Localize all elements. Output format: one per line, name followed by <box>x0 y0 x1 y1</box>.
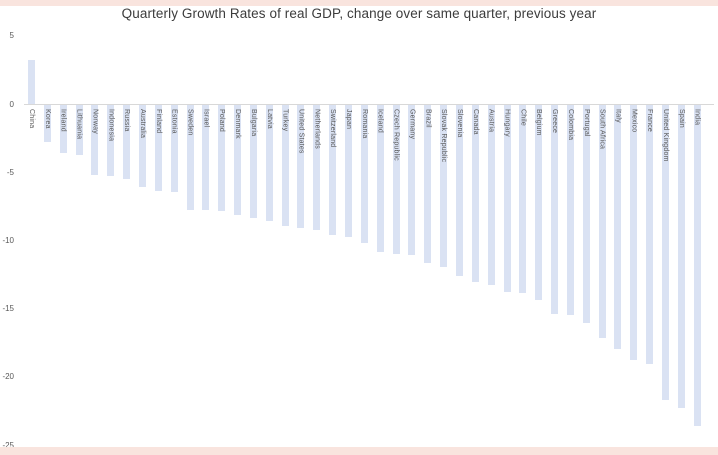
gdp-bar <box>455 105 463 276</box>
gdp-bar <box>28 60 35 104</box>
category-label: Indonesia <box>107 109 115 142</box>
y-axis-tick-label: 0 <box>9 99 14 109</box>
category-label: Turkey <box>281 109 289 132</box>
gdp-bar <box>677 105 685 408</box>
category-label: Chile <box>519 109 527 126</box>
category-label: Japan <box>345 109 352 130</box>
category-label: Romania <box>360 109 368 139</box>
y-axis-tick-label: -25 <box>2 440 14 450</box>
category-label: Spain <box>677 109 685 128</box>
gdp-bar <box>598 105 606 339</box>
gdp-bar <box>519 105 527 294</box>
gdp-bar <box>43 105 51 142</box>
category-label: Russia <box>123 109 131 132</box>
y-axis-tick-label: 5 <box>9 31 14 41</box>
category-label: India <box>693 109 701 126</box>
gdp-bar <box>249 105 257 219</box>
gdp-bar <box>281 105 289 227</box>
category-label: Finland <box>154 109 162 134</box>
gdp-bar <box>138 105 146 187</box>
category-label: China <box>28 109 35 129</box>
category-label: Denmark <box>234 109 242 139</box>
gdp-bar <box>693 105 701 426</box>
gdp-bar <box>313 105 321 231</box>
gdp-bar <box>123 105 131 179</box>
x-axis-line <box>24 104 714 105</box>
gdp-bar <box>471 105 479 283</box>
y-axis-tick-label: -15 <box>2 304 14 314</box>
category-label: Slovenia <box>455 109 463 138</box>
category-label: Slovak Republic <box>440 109 448 163</box>
category-label: South Africa <box>598 109 606 150</box>
gdp-bar <box>487 105 495 286</box>
category-label: Ireland <box>59 109 67 132</box>
category-label: Estonia <box>170 109 178 134</box>
y-axis-tick-label: -10 <box>2 235 14 245</box>
gdp-bar <box>107 105 115 176</box>
category-label: Israel <box>202 109 210 128</box>
category-label: France <box>646 109 654 132</box>
gdp-bar <box>59 105 67 153</box>
category-label: Germany <box>408 109 416 140</box>
y-axis-tick-label: -5 <box>6 167 14 177</box>
gdp-bar <box>551 105 559 314</box>
gdp-bar <box>75 105 83 156</box>
gdp-bar <box>440 105 448 268</box>
category-label: Italy <box>614 109 622 123</box>
category-label: Korea <box>43 109 51 129</box>
category-label: United Kingdom <box>662 109 669 162</box>
gdp-bar <box>582 105 590 324</box>
category-label: Austria <box>487 109 495 133</box>
gdp-bar <box>662 105 669 400</box>
gdp-bar <box>202 105 210 211</box>
y-axis-tick-label: -20 <box>2 372 14 382</box>
category-label: Hungary <box>503 109 511 137</box>
gdp-bar <box>376 105 384 253</box>
category-label: Brazil <box>424 109 432 128</box>
category-label: Belgium <box>535 109 543 136</box>
gdp-bar <box>566 105 574 316</box>
category-label: Canada <box>471 109 479 135</box>
category-label: Bulgaria <box>249 109 257 137</box>
gdp-bar <box>614 105 622 350</box>
category-label: Lithuania <box>75 109 83 140</box>
gdp-bar <box>392 105 400 254</box>
gdp-bar <box>186 105 194 211</box>
bottom-border-band <box>0 447 718 455</box>
gdp-bar <box>503 105 511 292</box>
category-label: Norway <box>91 109 99 134</box>
category-label: Czech Republic <box>392 109 400 161</box>
gdp-bar <box>408 105 416 256</box>
gdp-bar <box>265 105 273 221</box>
category-label: Greece <box>551 109 559 134</box>
category-label: Iceland <box>376 109 384 133</box>
chart-title: Quarterly Growth Rates of real GDP, chan… <box>121 6 597 21</box>
category-label: Colombia <box>566 109 574 141</box>
gdp-bar <box>329 105 337 235</box>
category-label: Poland <box>218 109 226 132</box>
gdp-bar <box>630 105 638 361</box>
category-label: Switzerland <box>329 109 337 148</box>
gdp-bar <box>218 105 226 212</box>
category-label: United States <box>297 109 305 154</box>
gdp-bar <box>297 105 305 228</box>
gdp-bar <box>170 105 178 193</box>
top-border-band <box>0 0 718 6</box>
category-label: Sweden <box>186 109 194 136</box>
gdp-bar <box>424 105 432 264</box>
gdp-bar <box>535 105 543 301</box>
gdp-bar <box>360 105 368 243</box>
gdp-bar <box>91 105 99 175</box>
category-label: Australia <box>138 109 146 139</box>
category-label: Mexico <box>630 109 638 133</box>
gdp-bar <box>646 105 654 365</box>
gdp-bar <box>345 105 352 238</box>
category-label: Latvia <box>265 109 273 129</box>
category-label: Portugal <box>582 109 590 137</box>
gdp-bar <box>154 105 162 191</box>
category-label: Netherlands <box>313 109 321 149</box>
gdp-bar <box>234 105 242 216</box>
